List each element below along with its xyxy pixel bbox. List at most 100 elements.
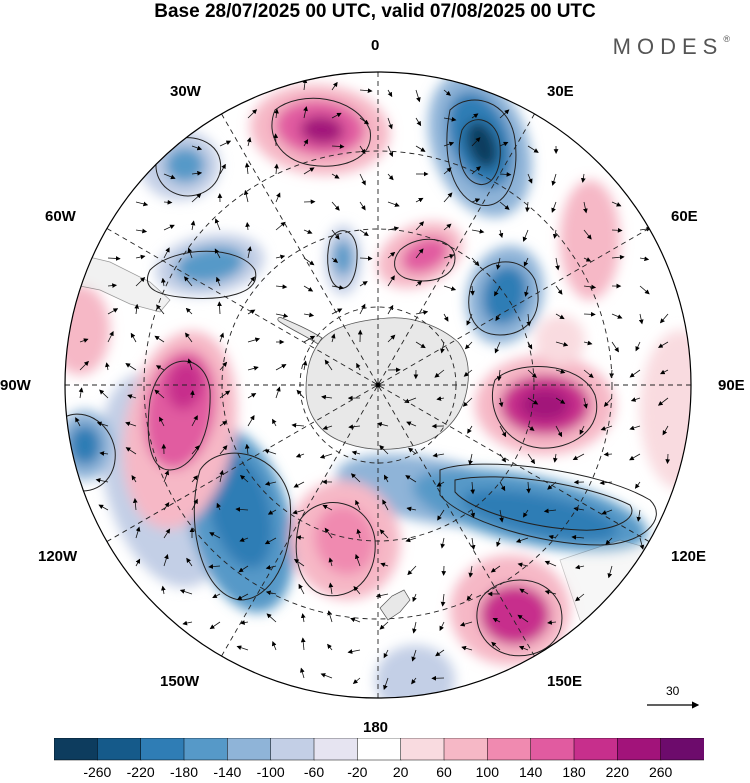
colorbar-segment bbox=[617, 738, 662, 761]
wind-vector bbox=[191, 193, 202, 203]
wind-vector bbox=[471, 166, 481, 175]
wind-vector bbox=[583, 311, 596, 317]
wind-vector bbox=[355, 553, 361, 567]
wind-vector bbox=[215, 276, 221, 287]
wind-vector bbox=[499, 453, 507, 463]
anomaly-blob bbox=[480, 585, 550, 645]
wind-vector bbox=[525, 201, 530, 213]
wind-vector bbox=[583, 229, 592, 240]
anomaly-blob bbox=[175, 246, 245, 284]
wind-vector bbox=[330, 333, 336, 343]
wind-vector bbox=[387, 173, 394, 181]
wind-vector bbox=[264, 481, 277, 486]
wind-vector bbox=[359, 117, 370, 125]
wind-vector bbox=[219, 163, 226, 175]
wind-vector bbox=[466, 313, 473, 326]
wind-vector bbox=[387, 275, 395, 287]
colorbar-tick-label: -180 bbox=[169, 764, 199, 780]
colorbar-segment bbox=[487, 738, 532, 761]
wind-vector bbox=[154, 335, 165, 343]
wind-vector bbox=[219, 469, 224, 483]
wind-vector bbox=[135, 558, 141, 567]
wind-vector bbox=[583, 284, 597, 290]
wind-vector bbox=[443, 285, 457, 291]
wind-vector bbox=[443, 89, 451, 96]
wind-vector bbox=[599, 480, 613, 486]
wind-vector bbox=[379, 621, 389, 630]
wind-vector bbox=[96, 421, 109, 427]
wind-vector bbox=[209, 621, 221, 630]
colorbar-tick-label: -20 bbox=[347, 764, 368, 780]
wind-vector bbox=[107, 256, 121, 261]
streamline-contour bbox=[394, 238, 456, 282]
wind-vector bbox=[611, 254, 625, 260]
wind-vector bbox=[303, 285, 314, 292]
colorbar-tick-label: 60 bbox=[436, 764, 452, 780]
wind-vector bbox=[443, 167, 452, 175]
colorbar-tick-label: 260 bbox=[648, 764, 673, 780]
wind-vector bbox=[331, 81, 338, 91]
wind-vector bbox=[239, 474, 249, 483]
wind-vector bbox=[524, 285, 529, 297]
colorbar-tick-label: -100 bbox=[256, 764, 285, 780]
wind-vector bbox=[247, 393, 257, 399]
colorbar-segment bbox=[313, 738, 359, 761]
wind-vector bbox=[135, 277, 146, 287]
wind-vector bbox=[352, 677, 361, 685]
wind-vector bbox=[605, 537, 613, 545]
wind-vector bbox=[186, 557, 193, 567]
wind-vector bbox=[125, 447, 137, 455]
anomaly-blob bbox=[333, 240, 353, 276]
wind-vector bbox=[499, 201, 510, 210]
anomaly-field bbox=[65, 72, 691, 698]
wind-vector bbox=[519, 588, 529, 595]
wind-vector bbox=[135, 526, 141, 539]
wind-vector bbox=[264, 537, 277, 545]
wind-vector bbox=[331, 201, 340, 211]
wind-vector bbox=[499, 509, 504, 523]
wind-vector bbox=[79, 360, 89, 371]
wind-vector bbox=[216, 502, 221, 511]
wind-vector bbox=[191, 145, 203, 151]
wind-vector bbox=[527, 173, 533, 184]
wind-vector bbox=[387, 201, 400, 207]
wind-vector bbox=[635, 341, 641, 352]
colorbar-segment bbox=[270, 738, 315, 761]
wind-vector bbox=[182, 620, 193, 626]
wind-vector bbox=[490, 565, 501, 573]
wind-vector bbox=[634, 481, 641, 489]
wind-vector bbox=[75, 417, 81, 427]
wind-vector bbox=[432, 452, 445, 458]
streamlines bbox=[65, 97, 657, 657]
wind-vector bbox=[551, 173, 557, 186]
colorbar-tick-label: 220 bbox=[605, 764, 630, 780]
wind-vector bbox=[638, 313, 644, 325]
map-border bbox=[64, 71, 692, 699]
wind-vector bbox=[571, 534, 585, 540]
wind-vector bbox=[236, 645, 249, 651]
colorbar bbox=[54, 738, 704, 761]
wind-vector bbox=[412, 621, 417, 634]
wind-vector bbox=[295, 453, 305, 458]
wind-vector bbox=[303, 106, 308, 119]
brand-mark: ® bbox=[723, 34, 730, 44]
wind-vector bbox=[79, 338, 89, 343]
wind-vector bbox=[470, 285, 475, 296]
wind-vector bbox=[350, 617, 361, 623]
wind-vector bbox=[303, 312, 315, 318]
wind-vector bbox=[443, 253, 455, 259]
wind-vector bbox=[135, 254, 146, 260]
wind-vector bbox=[275, 386, 281, 399]
wind-vector bbox=[555, 425, 563, 438]
anomaly-blob bbox=[560, 180, 620, 300]
wind-vector bbox=[603, 451, 613, 457]
wind-vector bbox=[163, 173, 176, 180]
wind-vector bbox=[463, 369, 473, 377]
wind-vector bbox=[187, 247, 193, 259]
streamline-contour bbox=[271, 97, 371, 167]
wind-vector bbox=[443, 141, 455, 147]
wind-vector bbox=[572, 453, 585, 460]
brand-name: MODES bbox=[612, 34, 724, 59]
wind-vector bbox=[264, 449, 277, 455]
wind-vector bbox=[552, 453, 558, 463]
